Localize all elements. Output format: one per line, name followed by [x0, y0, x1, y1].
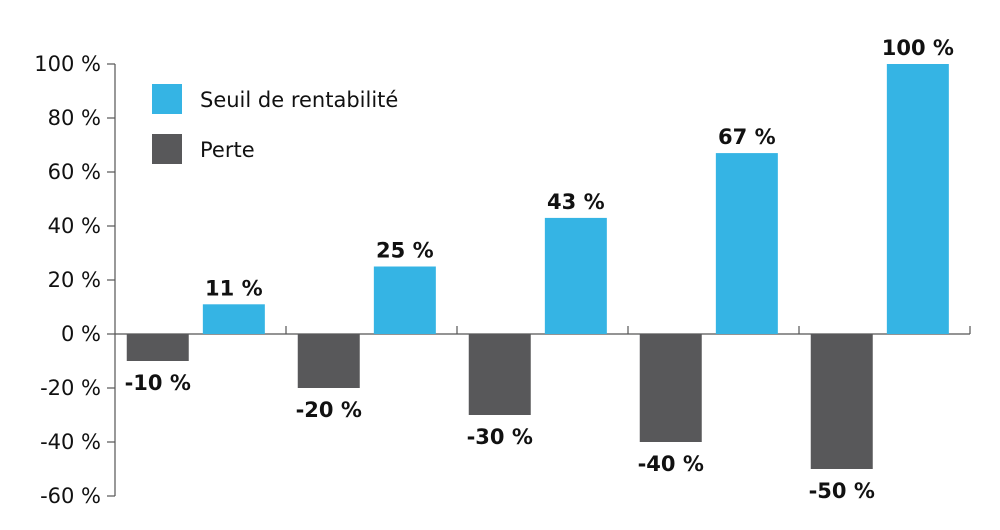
legend-swatch [152, 134, 182, 164]
breakeven-value-label: 43 % [547, 190, 605, 214]
loss-value-label: -20 % [296, 398, 362, 422]
legend-label: Perte [200, 138, 255, 162]
y-tick-label: 100 % [34, 52, 101, 76]
breakeven-value-label: 25 % [376, 239, 434, 263]
breakeven-bar [373, 266, 436, 334]
loss-bar [297, 334, 360, 388]
y-tick-label: -40 % [40, 430, 101, 454]
y-tick-label: -20 % [40, 376, 101, 400]
y-tick-label: -60 % [40, 484, 101, 508]
bars [126, 64, 949, 469]
y-tick-label: 0 % [61, 322, 101, 346]
breakeven-bar [886, 64, 949, 334]
value-labels: -10 % -20 % -30 % -40 % -50 % 11 % 25 % 43 % 67 … [125, 36, 954, 503]
breakeven-value-label: 100 % [882, 36, 954, 60]
legend: Seuil de rentabilité Perte [152, 84, 398, 164]
loss-value-label: -50 % [809, 479, 875, 503]
breakeven-value-label: 67 % [718, 125, 776, 149]
loss-bar [126, 334, 189, 361]
loss-bar [810, 334, 873, 469]
loss-value-label: -40 % [638, 452, 704, 476]
breakeven-value-label: 11 % [205, 276, 263, 300]
legend-swatch [152, 84, 182, 114]
loss-value-label: -30 % [467, 425, 533, 449]
legend-label: Seuil de rentabilité [200, 88, 398, 112]
loss-value-label: -10 % [125, 371, 191, 395]
breakeven-bar [202, 304, 265, 334]
loss-bar [468, 334, 531, 415]
breakeven-bar [544, 217, 607, 334]
y-tick-label: 60 % [48, 160, 101, 184]
y-tick-label: 20 % [48, 268, 101, 292]
y-tick-label: 40 % [48, 214, 101, 238]
loss-bar [639, 334, 702, 442]
y-tick-label: 80 % [48, 106, 101, 130]
breakeven-bar [715, 153, 778, 334]
